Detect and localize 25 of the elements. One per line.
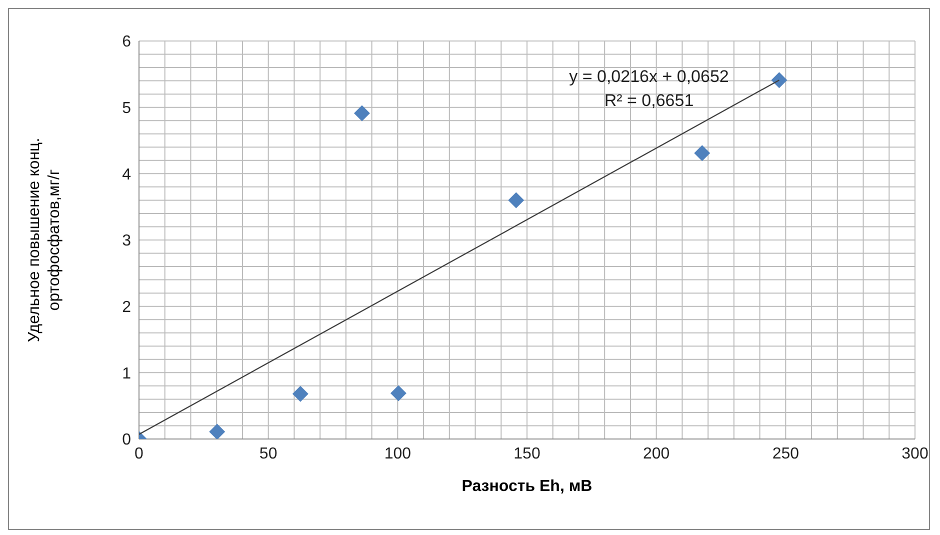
point <box>390 385 406 402</box>
point <box>209 424 226 439</box>
annotation: y = 0,0216x + 0,0652 <box>568 67 730 87</box>
x-tick-label: 200 <box>642 445 670 462</box>
point <box>771 72 788 88</box>
y-tick-label: 5 <box>122 100 132 118</box>
y-tick-label: 0 <box>122 432 132 449</box>
point <box>508 192 524 208</box>
x-tick-label: 50 <box>259 445 278 462</box>
annotation: R² = 0,6651 <box>603 91 695 111</box>
point <box>292 386 308 402</box>
x-tick-label: 100 <box>384 445 412 462</box>
y-axis-title: Удельное повышение конц. ортофосфатов,мг/г <box>26 138 63 342</box>
point <box>354 105 370 122</box>
y-tick-label: 2 <box>122 299 132 316</box>
x-tick-label: 300 <box>902 445 928 462</box>
y-tick-label: 3 <box>122 232 132 250</box>
x-tick-label: 250 <box>772 445 800 462</box>
x-axis-title: Разность Eh, мВ <box>462 478 592 495</box>
point <box>694 145 710 162</box>
y-tick-label: 1 <box>122 365 132 382</box>
x-tick-label: 0 <box>134 445 144 462</box>
y-tick-label: 4 <box>122 166 132 184</box>
x-tick-label: 150 <box>514 445 540 462</box>
y-tick-label: 6 <box>122 34 132 51</box>
